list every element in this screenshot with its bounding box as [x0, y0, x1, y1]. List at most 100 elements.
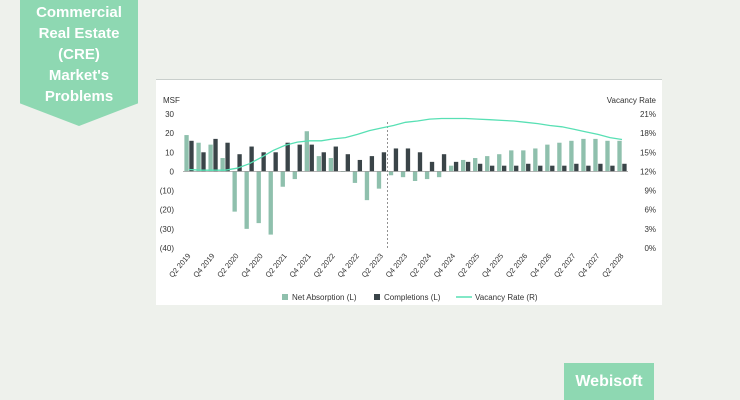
- completions-bar: [610, 165, 615, 172]
- completions-bar: [405, 148, 411, 172]
- x-tick-label: Q4 2027: [576, 252, 601, 280]
- net-absorption-bar: [304, 131, 309, 172]
- net-absorption-bar: [557, 142, 562, 172]
- net-absorption-bar: [280, 171, 285, 187]
- completions-bar: [477, 163, 483, 172]
- completions-bar: [369, 156, 375, 172]
- net-absorption-bar: [292, 171, 297, 180]
- left-tick-label: 20: [165, 129, 174, 138]
- completions-bar: [489, 165, 495, 172]
- net-absorption-bar: [328, 158, 334, 172]
- net-absorption-bar: [352, 171, 358, 183]
- vacancy-rate-line: [188, 117, 623, 171]
- net-absorption-bar: [232, 171, 237, 212]
- x-tick-label: Q4 2020: [239, 252, 264, 280]
- net-absorption-bar: [533, 148, 538, 172]
- right-tick-label: 6%: [644, 206, 656, 215]
- legend-swatch-completions: [374, 294, 380, 300]
- completions-bar: [429, 161, 435, 172]
- net-absorption-bar: [521, 150, 526, 172]
- completions-bar: [526, 163, 531, 172]
- x-tick-label: Q2 2025: [456, 252, 481, 280]
- x-tick-label: Q4 2024: [432, 252, 457, 280]
- net-absorption-bar: [184, 135, 189, 172]
- completions-bar: [285, 142, 290, 172]
- right-tick-label: 18%: [640, 129, 656, 138]
- net-absorption-bar: [569, 140, 574, 172]
- net-absorption-bar: [424, 171, 430, 180]
- net-absorption-bar: [208, 144, 213, 172]
- completions-bar: [393, 148, 399, 172]
- net-absorption-bar: [593, 138, 598, 172]
- completions-bar: [309, 144, 314, 172]
- x-tick-label: Q4 2022: [336, 252, 361, 280]
- left-tick-label: 0: [170, 167, 175, 176]
- left-tick-label: 30: [165, 110, 174, 119]
- completions-bar: [201, 152, 206, 172]
- right-tick-label: 9%: [644, 187, 656, 196]
- completions-bar: [225, 142, 230, 172]
- left-tick-label: (10): [160, 187, 175, 196]
- net-absorption-bar: [376, 171, 382, 189]
- x-tick-label: Q2 2020: [215, 252, 240, 280]
- completions-bar: [213, 138, 218, 172]
- net-absorption-bar: [581, 138, 586, 172]
- x-tick-label: Q2 2022: [311, 252, 336, 280]
- left-tick-label: (30): [160, 225, 175, 234]
- x-tick-label: Q4 2023: [384, 252, 409, 280]
- x-tick-label: Q2 2019: [167, 252, 192, 280]
- x-tick-label: Q4 2019: [191, 252, 216, 280]
- right-tick-label: 3%: [644, 225, 656, 234]
- completions-bar: [465, 161, 471, 172]
- completions-bar: [598, 163, 603, 172]
- completions-bar: [574, 163, 579, 172]
- left-tick-label: 10: [165, 148, 174, 157]
- right-tick-label: 12%: [640, 167, 656, 176]
- x-tick-label: Q2 2026: [504, 252, 529, 280]
- completions-bar: [249, 146, 254, 172]
- completions-bar: [357, 159, 363, 172]
- completions-bar: [273, 152, 278, 172]
- left-tick-label: (40): [160, 244, 175, 253]
- net-absorption-bar: [364, 171, 370, 201]
- net-absorption-bar: [388, 171, 394, 176]
- net-absorption-bar: [461, 159, 466, 172]
- completions-bar: [381, 152, 387, 172]
- completions-bar: [417, 152, 423, 172]
- x-tick-label: Q4 2026: [528, 252, 553, 280]
- completions-bar: [237, 154, 242, 172]
- x-tick-label: Q2 2028: [600, 252, 625, 280]
- net-absorption-bar: [448, 165, 454, 172]
- x-tick-label: Q2 2021: [263, 252, 288, 280]
- net-absorption-bar: [220, 158, 225, 172]
- net-absorption-bar: [485, 156, 490, 172]
- legend-swatch-net-absorption: [282, 294, 288, 300]
- x-tick-label: Q2 2024: [408, 252, 433, 280]
- net-absorption-bar: [545, 144, 550, 172]
- x-tick-label: Q4 2025: [480, 252, 505, 280]
- net-absorption-bar: [196, 142, 201, 172]
- net-absorption-bar: [509, 150, 514, 172]
- x-tick-label: Q4 2021: [287, 252, 312, 280]
- net-absorption-bar: [436, 171, 442, 178]
- right-tick-label: 15%: [640, 148, 656, 157]
- completions-bar: [345, 154, 350, 172]
- completions-bar: [622, 163, 627, 172]
- net-absorption-bar: [316, 156, 322, 172]
- completions-bar: [538, 165, 543, 172]
- completions-bar: [333, 146, 338, 172]
- completions-bar: [297, 144, 302, 172]
- completions-bar: [261, 152, 266, 172]
- net-absorption-bar: [400, 171, 406, 178]
- net-absorption-bar: [473, 158, 478, 172]
- completions-bar: [321, 152, 326, 172]
- completions-bar: [550, 165, 555, 172]
- net-absorption-bar: [244, 171, 249, 229]
- completions-bar: [502, 165, 507, 172]
- net-absorption-bar: [605, 140, 610, 172]
- completions-bar: [514, 165, 519, 172]
- chart: MSF Vacancy Rate 30 20 10 0 (10) (20) (30) (40) 21…: [156, 79, 662, 302]
- legend-label-net-absorption: Net Absorption (L): [292, 293, 357, 302]
- title-banner: Commercial Real Estate (CRE) Market's Pr…: [20, 0, 138, 126]
- legend-label-completions: Completions (L): [384, 293, 441, 302]
